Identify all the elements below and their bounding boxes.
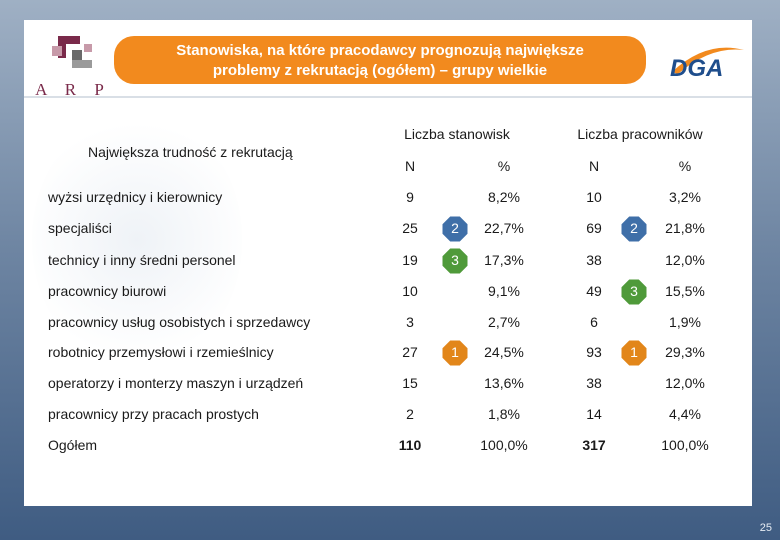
slide-title: Stanowiska, na które pracodawcy prognozu… [114,36,646,84]
row-label: technicy i inny średni personel [48,252,236,268]
cell-positions-count: 27 [402,344,418,360]
octagon-badge-icon [441,339,469,367]
slide-title-line-1: Stanowiska, na które pracodawcy prognozu… [176,42,584,59]
cell-positions-count: 10 [402,283,418,299]
rank-badge-number: 2 [451,220,459,236]
cell-employees-count: 38 [586,252,602,268]
row-label: pracownicy biurowi [48,283,167,299]
slide-title-line-2: problemy z rekrutacją (ogółem) – grupy w… [212,62,548,79]
rank-badge-stanowiska: 2 [441,215,469,243]
group-header-employees: Liczba pracowników [577,126,703,142]
cell-employees-percent: 15,5% [665,283,705,299]
arp-logo-text: A R P [35,80,111,99]
cell-employees-count: 38 [586,375,602,391]
cell-positions-count: 9 [406,189,414,205]
cell-employees-count: 6 [590,314,598,330]
cell-positions-count: 3 [406,314,414,330]
header-divider [24,96,752,98]
cell-positions-percent: 100,0% [480,437,528,453]
octagon-badge-icon [620,339,648,367]
arp-logo-mark-icon [52,36,92,68]
background-watermark [32,110,242,370]
cell-positions-percent: 1,8% [488,406,520,422]
dga-logo: DGA [670,47,744,82]
row-label: robotnicy przemysłowi i rzemieślnicy [48,344,274,360]
cell-positions-count: 2 [406,406,414,422]
slide: A R P Stanowiska, na które pracodawcy pr… [24,20,752,506]
rank-badge-pracownicy: 1 [620,339,648,367]
cell-positions-percent: 22,7% [484,220,524,236]
rank-badge-stanowiska: 1 [441,339,469,367]
cell-employees-count: 49 [586,283,602,299]
cell-positions-percent: 17,3% [484,252,524,268]
row-label-header: Największa trudność z rekrutacją [88,144,293,160]
cell-positions-percent: 2,7% [488,314,520,330]
rank-badge-number: 1 [451,344,459,360]
col-header-pct1: % [497,158,511,174]
row-label: specjaliści [48,220,112,236]
cell-employees-percent: 12,0% [665,252,705,268]
cell-employees-count: 317 [582,437,606,453]
col-header-pct2: % [678,158,692,174]
cell-positions-count: 110 [398,437,422,453]
cell-positions-percent: 9,1% [488,283,520,299]
arp-logo: A R P [34,32,112,99]
rank-badge-pracownicy: 2 [620,215,648,243]
row-label: operatorzy i monterzy maszyn i urządzeń [48,375,304,391]
cell-positions-percent: 8,2% [488,189,520,205]
cell-positions-count: 25 [402,220,418,236]
cell-employees-percent: 100,0% [661,437,709,453]
group-header-positions: Liczba stanowisk [404,126,510,142]
row-label: wyżsi urzędnicy i kierownicy [48,189,223,205]
rank-badge-pracownicy: 3 [620,278,648,306]
col-header-n2: N [588,158,600,174]
cell-employees-percent: 29,3% [665,344,705,360]
rank-badge-number: 3 [630,283,638,299]
cell-employees-percent: 21,8% [665,220,705,236]
cell-employees-percent: 1,9% [669,314,701,330]
octagon-badge-icon [620,215,648,243]
dga-logo-text: DGA [670,55,723,82]
octagon-badge-icon [441,247,469,275]
cell-employees-percent: 12,0% [665,375,705,391]
row-label: pracownicy usług osobistych i sprzedawcy [48,314,311,330]
col-header-n1: N [404,158,416,174]
rank-badge-number: 3 [451,252,459,268]
cell-employees-percent: 3,2% [669,189,701,205]
row-label: pracownicy przy pracach prostych [48,406,259,422]
rank-badge-number: 1 [630,344,638,360]
cell-employees-count: 14 [586,406,602,422]
cell-positions-count: 15 [402,375,418,391]
cell-positions-percent: 24,5% [484,344,524,360]
octagon-badge-icon [620,278,648,306]
cell-positions-count: 19 [402,252,418,268]
cell-employees-count: 93 [586,344,602,360]
cell-employees-percent: 4,4% [669,406,701,422]
page-number: 25 [759,522,772,534]
cell-employees-count: 69 [586,220,602,236]
cell-positions-percent: 13,6% [484,375,524,391]
cell-employees-count: 10 [586,189,602,205]
rank-badge-stanowiska: 3 [441,247,469,275]
rank-badge-number: 2 [630,220,638,236]
octagon-badge-icon [441,215,469,243]
row-label: Ogółem [48,437,98,453]
